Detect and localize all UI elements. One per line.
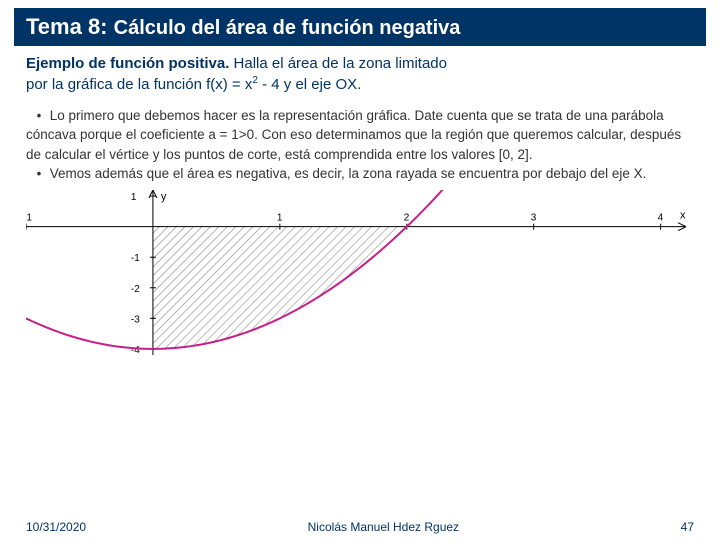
svg-text:1: 1 [277,212,283,223]
svg-text:-1: -1 [131,253,140,264]
chart-container: x y -1 1 2 3 4 -4 -3 -2 -1 1 [26,190,694,360]
svg-text:-1: -1 [26,212,32,223]
intro-bold: Ejemplo de función positiva. [26,55,229,72]
intro-line2b: - 4 y el eje OX. [258,76,361,93]
title-main: Tema 8: [26,14,108,39]
title-bar: Tema 8: Cálculo del área de función nega… [14,8,706,46]
parabola-chart: x y -1 1 2 3 4 -4 -3 -2 -1 1 [26,190,686,355]
footer-author: Nicolás Manuel Hdez Rguez [26,520,694,534]
bullet-block: • Lo primero que debemos hacer es la rep… [26,106,694,184]
footer: 10/31/2020 47 Nicolás Manuel Hdez Rguez [0,520,720,534]
bullet-2-text: Vemos además que el área es negativa, es… [50,166,647,181]
intro-block: Ejemplo de función positiva. Halla el ár… [26,54,694,96]
footer-date: 10/31/2020 [26,520,86,534]
bullet-1-text: Lo primero que debemos hacer es la repre… [26,108,681,162]
svg-text:3: 3 [531,212,537,223]
footer-page: 47 [681,520,694,534]
svg-text:-4: -4 [131,345,140,355]
svg-text:2: 2 [404,212,410,223]
svg-text:x: x [680,209,686,221]
svg-text:1: 1 [131,192,137,203]
intro-line2a: por la gráfica de la función f(x) = x [26,76,252,93]
title-sub: Cálculo del área de función negativa [114,17,461,39]
bullet-dot-1: • [32,106,46,126]
svg-text:y: y [161,191,167,203]
intro-rest1: Halla el área de la zona limitado [229,55,447,72]
svg-text:-2: -2 [131,284,140,295]
svg-text:4: 4 [658,212,664,223]
svg-text:-3: -3 [131,314,140,325]
bullet-dot-2: • [32,164,46,184]
